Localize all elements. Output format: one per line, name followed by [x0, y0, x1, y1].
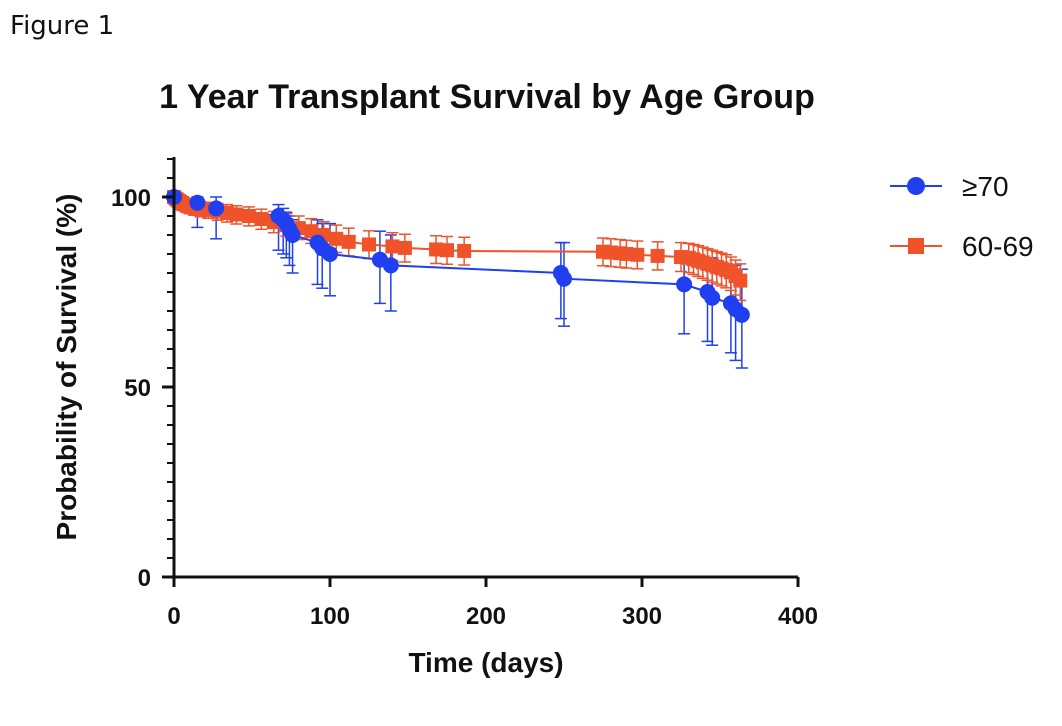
data-point-age60-69: [362, 237, 376, 252]
legend-item-ge70: ≥70: [890, 171, 1009, 202]
data-point-age60-69: [329, 231, 344, 246]
data-point-age60-69: [254, 212, 269, 227]
chart-title: 1 Year Transplant Survival by Age Group: [159, 78, 815, 116]
data-point-ge70: [189, 194, 206, 211]
x-tick-label: 100: [310, 603, 350, 630]
y-minor-ticks: [167, 158, 174, 559]
x-axis-title: Time (days): [408, 647, 563, 678]
data-point-ge70: [208, 200, 225, 217]
x-ticks: 0 100 200 300 400: [167, 577, 818, 630]
legend: ≥70 60-69: [890, 171, 1034, 262]
legend-label: ≥70: [962, 171, 1009, 202]
data-point-age60-69: [385, 239, 400, 254]
data-point-age60-69: [397, 240, 412, 255]
x-tick-label: 400: [778, 603, 818, 630]
data-point-age60-69: [241, 209, 256, 223]
data-point-age60-69: [429, 242, 444, 257]
data-point-ge70: [676, 276, 693, 293]
y-tick-label: 50: [124, 375, 151, 402]
figure-label: Figure 1: [10, 11, 114, 41]
x-tick-label: 300: [622, 603, 662, 630]
data-markers: [166, 189, 750, 323]
data-point-ge70: [556, 270, 572, 287]
data-point-age60-69: [457, 243, 472, 258]
legend-marker: [908, 238, 924, 254]
x-tick-label: 200: [466, 603, 506, 630]
data-point-age60-69: [630, 247, 645, 262]
y-tick-label: 100: [111, 185, 151, 212]
y-tick-label: 0: [138, 565, 151, 592]
data-point-age60-69: [229, 207, 244, 222]
data-point-age60-69: [440, 243, 454, 258]
y-axis-title: Probability of Survival (%): [51, 194, 82, 541]
y-ticks: 0 50 100: [111, 185, 174, 592]
legend-marker: [907, 177, 925, 195]
data-point-ge70: [704, 289, 721, 306]
legend-item-age60-69: 60-69: [890, 231, 1034, 262]
data-point-age60-69: [619, 247, 634, 261]
legend-label: 60-69: [962, 231, 1034, 262]
data-point-ge70: [284, 227, 301, 243]
data-point-ge70: [322, 246, 338, 262]
data-point-ge70: [382, 257, 399, 274]
data-point-ge70: [733, 306, 750, 323]
data-point-age60-69: [733, 273, 748, 288]
data-point-age60-69: [650, 248, 665, 263]
x-tick-label: 0: [167, 603, 180, 630]
data-point-age60-69: [341, 234, 356, 249]
data-point-age60-69: [304, 224, 319, 239]
